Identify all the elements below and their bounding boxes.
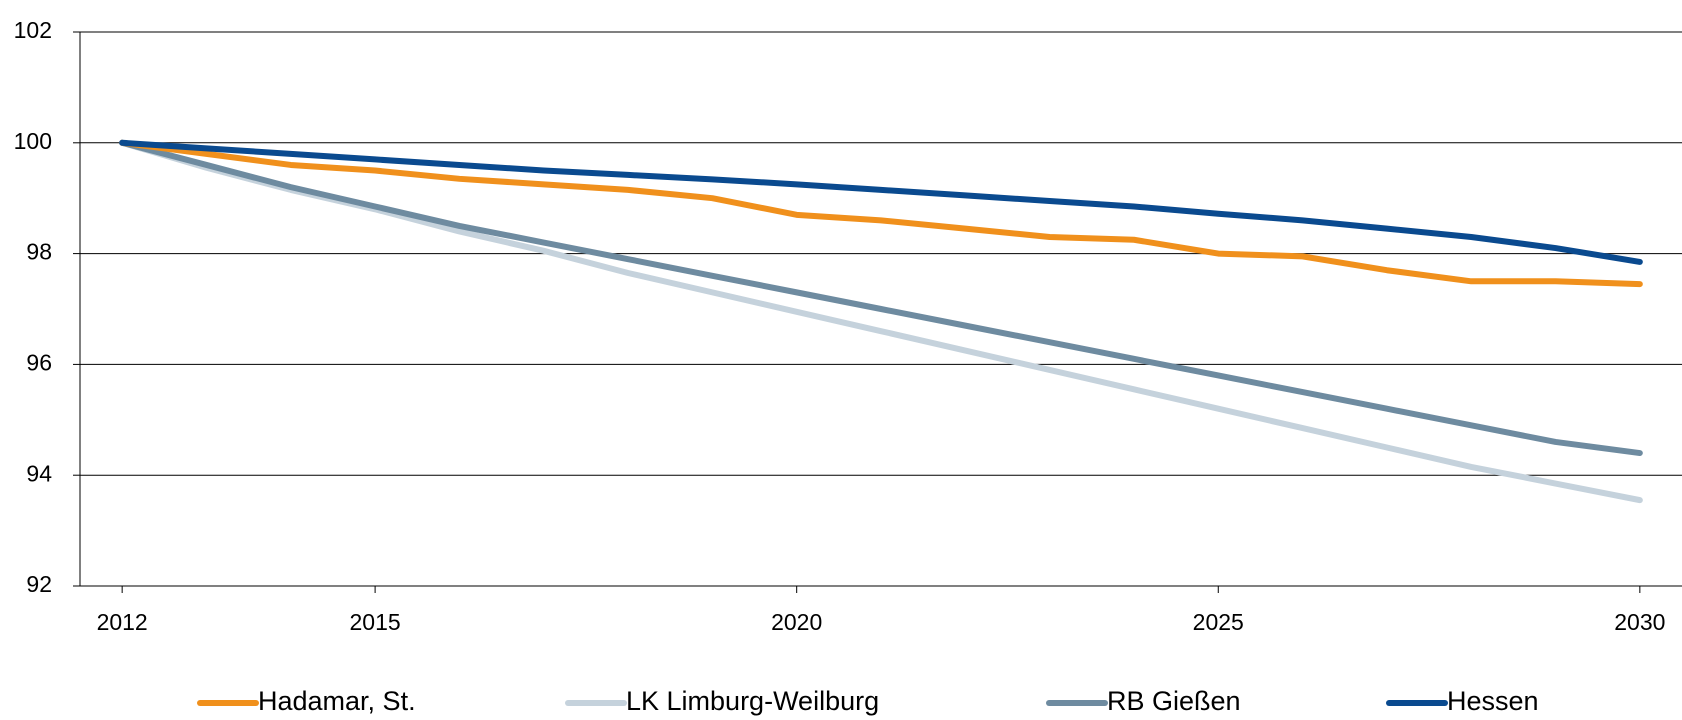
legend-label: Hadamar, St.	[258, 686, 416, 716]
x-tick-label: 2012	[97, 609, 148, 635]
y-tick-label: 100	[14, 128, 52, 154]
y-tick-label: 102	[14, 17, 52, 43]
y-tick-label: 98	[26, 239, 52, 265]
x-tick-label: 2030	[1614, 609, 1665, 635]
series-line	[119, 139, 1643, 265]
x-tick-label: 2025	[1193, 609, 1244, 635]
y-tick-label: 96	[26, 349, 52, 375]
series-line	[119, 139, 1643, 504]
legend-label: Hessen	[1447, 686, 1539, 716]
y-tick-label: 92	[26, 571, 52, 597]
x-tick-label: 2015	[350, 609, 401, 635]
y-tick-label: 94	[26, 460, 52, 486]
series-line	[119, 139, 1643, 288]
legend-label: RB Gießen	[1107, 686, 1241, 716]
series-line	[119, 139, 1643, 457]
legend-label: LK Limburg-Weilburg	[626, 686, 879, 716]
x-tick-label: 2020	[771, 609, 822, 635]
